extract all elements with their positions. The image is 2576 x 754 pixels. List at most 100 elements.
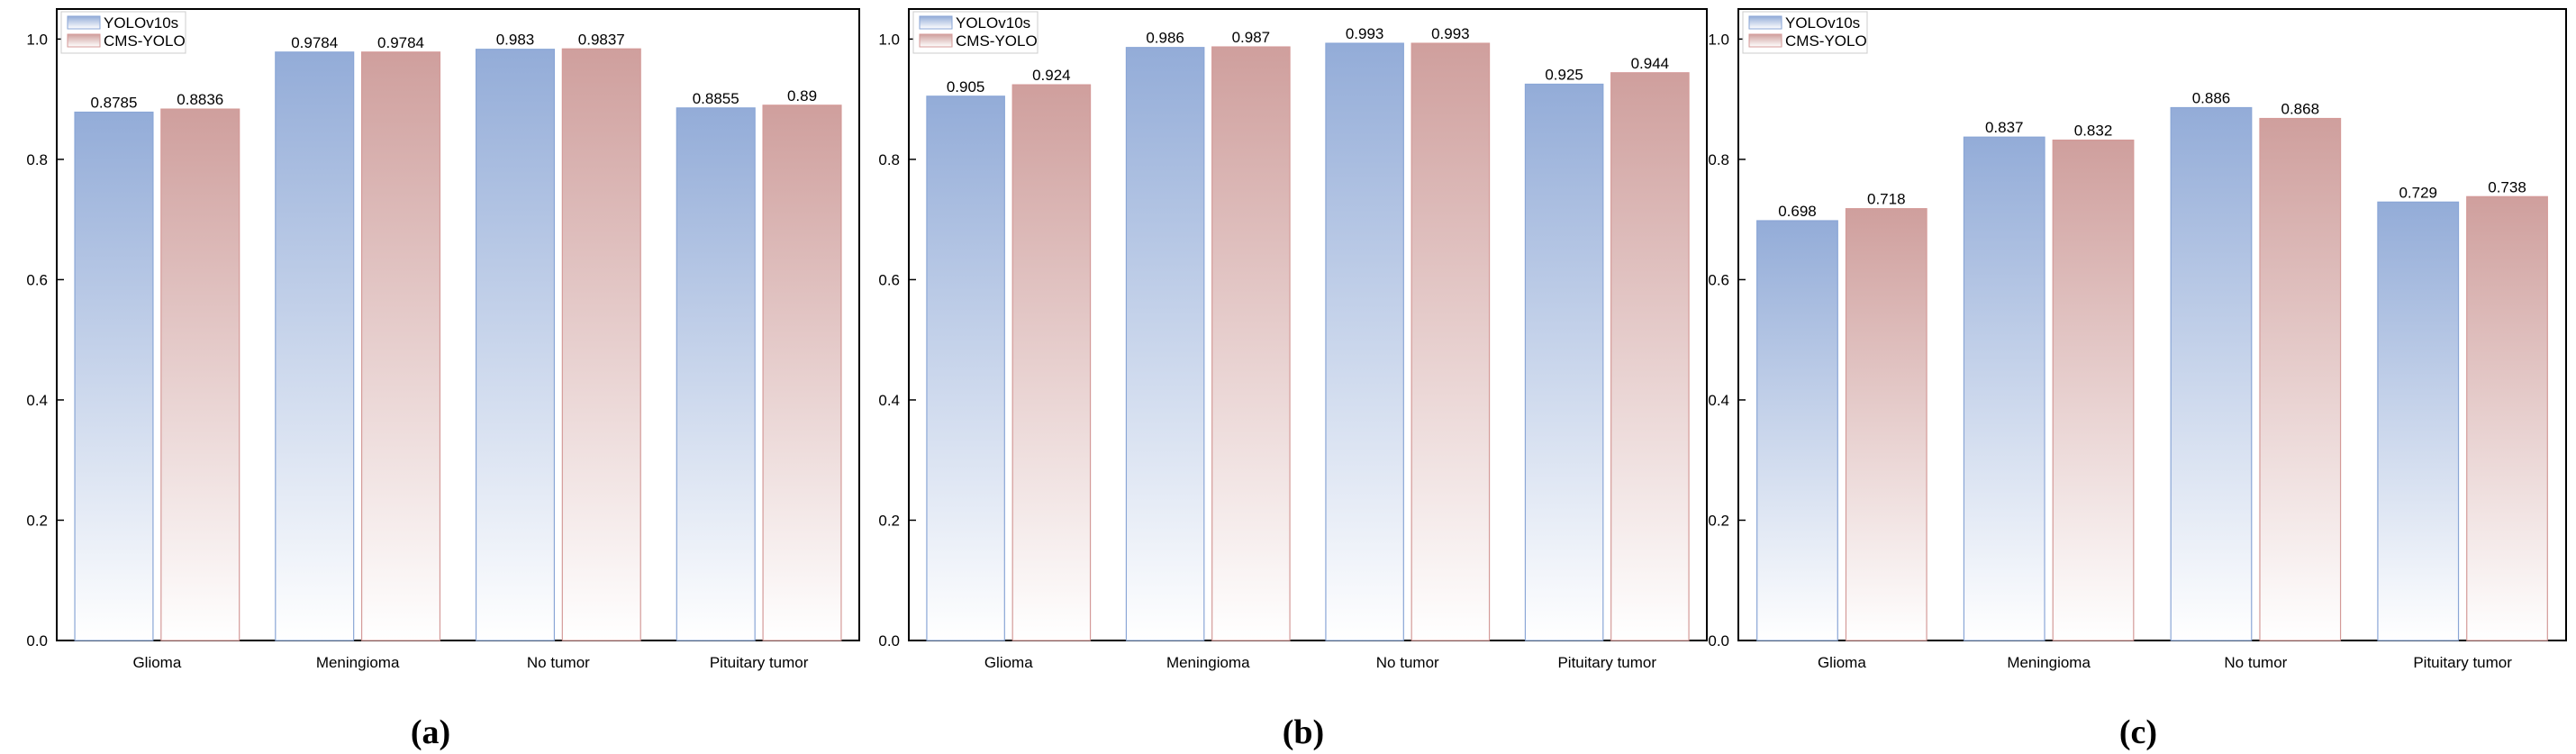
y-tick-label: 0.0: [878, 632, 900, 650]
y-tick-label: 0.6: [878, 271, 900, 288]
y-tick-label: 0.4: [1708, 392, 1729, 409]
legend-swatch: [1748, 15, 1782, 30]
y-tick-label: 0.4: [878, 392, 900, 409]
bar-value-label: 0.698: [1778, 203, 1817, 220]
y-tick-label: 1.0: [878, 31, 900, 48]
bar-value-label: 0.89: [787, 87, 817, 104]
chart-panel-3: 0.0 0.2 0.4 0.6 0.8 1.0 0.698 0.718 Glioma 0.837 0…: [1708, 8, 2567, 751]
x-category-label: Meningioma: [2007, 654, 2091, 671]
y-tick-label: 0.4: [26, 392, 48, 409]
legend-label: CMS-YOLO: [956, 32, 1038, 50]
y-tick-label: 0.6: [26, 271, 48, 288]
bar-value-label: 0.8855: [693, 90, 739, 107]
bar-cms-yolo-glioma: [1845, 208, 1927, 641]
bar-yolov10s-pituitary-tumor: [2377, 201, 2460, 641]
legend-label: YOLOv10s: [956, 14, 1030, 32]
x-category-label: Meningioma: [316, 654, 400, 671]
bar-value-label: 0.886: [2192, 89, 2231, 106]
y-tick-label: 0.6: [1708, 271, 1729, 288]
bar-yolov10s-pituitary-tumor: [676, 107, 756, 641]
bar-cms-yolo-no-tumor: [2259, 117, 2342, 641]
bar-value-label: 0.837: [1985, 119, 2024, 136]
legend-swatch: [1748, 33, 1782, 48]
plot-frame: [56, 8, 860, 641]
legend-swatch: [67, 15, 101, 30]
bar-yolov10s-no-tumor: [475, 49, 556, 641]
bar-value-label: 0.905: [947, 78, 985, 95]
subfigure-label: (c): [2119, 713, 2157, 751]
bar-value-label: 0.993: [1431, 25, 1470, 42]
bar-cms-yolo-pituitary-tumor: [1610, 72, 1690, 641]
x-category-label: Pituitary tumor: [1557, 654, 1656, 671]
bar-yolov10s-meningioma: [1125, 47, 1205, 641]
bar-yolov10s-no-tumor: [1325, 42, 1404, 641]
bar-yolov10s-meningioma: [1963, 136, 2045, 641]
x-category-label: No tumor: [1376, 654, 1439, 671]
bar-value-label: 0.9784: [291, 34, 338, 51]
y-tick-label: 0.2: [878, 512, 900, 529]
plot-frame: [1737, 8, 2567, 641]
bar-value-label: 0.832: [2074, 123, 2113, 140]
bar-value-label: 0.738: [2488, 178, 2526, 195]
bar-value-label: 0.987: [1232, 29, 1271, 46]
x-category-label: Pituitary tumor: [2413, 654, 2512, 671]
bar-value-label: 0.868: [2281, 101, 2319, 118]
y-tick-label: 0.0: [26, 632, 48, 650]
x-category-label: No tumor: [527, 654, 590, 671]
x-category-label: Meningioma: [1166, 654, 1250, 671]
legend-label: CMS-YOLO: [104, 32, 186, 50]
legend-swatch: [919, 33, 953, 48]
y-tick-label: 0.0: [1708, 632, 1729, 650]
bar-value-label: 0.8836: [177, 91, 223, 108]
bar-value-label: 0.729: [2399, 184, 2437, 201]
subfigure-label: (a): [411, 713, 450, 751]
bar-cms-yolo-no-tumor: [561, 48, 641, 641]
bar-cms-yolo-pituitary-tumor: [2466, 195, 2548, 641]
bar-value-label: 0.986: [1146, 30, 1184, 47]
legend-swatch: [67, 33, 101, 48]
bar-value-label: 0.718: [1867, 191, 1906, 208]
legend-label: YOLOv10s: [1785, 14, 1860, 32]
bar-yolov10s-glioma: [1756, 220, 1838, 641]
chart-panel-1: 0.0 0.2 0.4 0.6 0.8 1.0 0.8785 0.8836 Glioma 0.97…: [26, 8, 860, 751]
bar-cms-yolo-glioma: [1011, 84, 1092, 641]
bar-value-label: 0.8785: [90, 94, 137, 111]
subfigure-label: (b): [1283, 713, 1324, 751]
bar-cms-yolo-glioma: [160, 108, 240, 641]
bar-value-label: 0.983: [496, 32, 535, 49]
bar-value-label: 0.924: [1032, 67, 1071, 84]
y-tick-label: 0.8: [878, 151, 900, 168]
bar-value-label: 0.9837: [578, 31, 625, 48]
bar-yolov10s-glioma: [74, 111, 154, 641]
bar-value-label: 0.993: [1346, 25, 1384, 42]
legend-label: CMS-YOLO: [1785, 32, 1867, 50]
y-tick-label: 1.0: [26, 31, 48, 48]
bar-yolov10s-no-tumor: [2170, 106, 2253, 641]
bar-cms-yolo-no-tumor: [1410, 42, 1491, 641]
bar-value-label: 0.925: [1545, 66, 1583, 83]
legend-swatch: [919, 15, 953, 30]
bar-cms-yolo-meningioma: [1211, 46, 1291, 641]
y-tick-label: 0.2: [1708, 512, 1729, 529]
bar-value-label: 0.944: [1631, 55, 1670, 72]
bar-cms-yolo-meningioma: [2052, 139, 2135, 641]
bar-cms-yolo-pituitary-tumor: [762, 104, 842, 641]
chart-panel-2: 0.0 0.2 0.4 0.6 0.8 1.0 0.905 0.924 Glioma 0.986 0…: [878, 8, 1708, 751]
y-tick-label: 0.8: [1708, 151, 1729, 168]
legend-label: YOLOv10s: [104, 14, 178, 32]
x-category-label: Pituitary tumor: [710, 654, 809, 671]
x-category-label: No tumor: [2224, 654, 2287, 671]
y-tick-label: 1.0: [1708, 31, 1729, 48]
x-category-label: Glioma: [1818, 654, 1866, 671]
y-tick-label: 0.2: [26, 512, 48, 529]
x-category-label: Glioma: [132, 654, 181, 671]
x-category-label: Glioma: [984, 654, 1033, 671]
y-tick-label: 0.8: [26, 151, 48, 168]
bar-cms-yolo-meningioma: [360, 51, 441, 641]
plot-frame: [908, 8, 1708, 641]
bar-yolov10s-glioma: [926, 95, 1005, 641]
